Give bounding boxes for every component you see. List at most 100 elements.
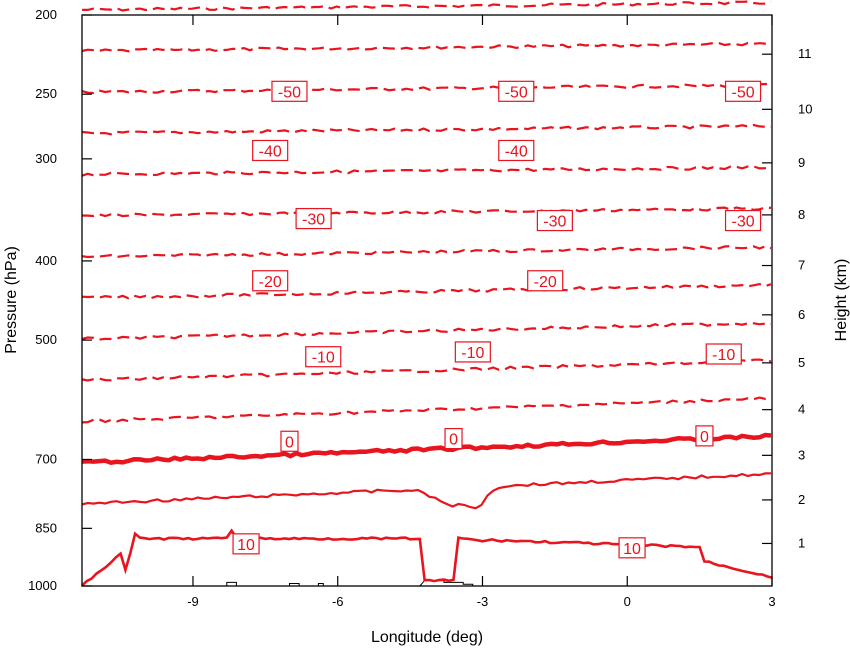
x-tick-label: 3 xyxy=(768,594,775,609)
plot-frame xyxy=(81,14,773,587)
height-tick-label: 6 xyxy=(798,307,805,322)
contour-label-box xyxy=(252,270,289,292)
contour-line xyxy=(81,322,772,341)
contour-label: -40 xyxy=(252,139,289,162)
contour-label-text: -10 xyxy=(461,345,484,362)
contour-line xyxy=(81,82,772,95)
contour-label-text: -30 xyxy=(302,212,325,229)
contour-label-box xyxy=(724,209,762,232)
contour-label-box xyxy=(498,80,535,102)
contour-label-text: 10 xyxy=(237,537,255,554)
contour-label-text: -30 xyxy=(543,214,566,231)
contour-line xyxy=(81,245,772,259)
pressure-tick-label: 200 xyxy=(35,7,57,22)
contour-label: -20 xyxy=(252,270,289,292)
contour-label: 10 xyxy=(618,537,646,559)
pressure-tick-label: 700 xyxy=(35,451,57,466)
contour-label-text: -50 xyxy=(731,84,754,101)
pressure-tick-label: 250 xyxy=(35,86,57,101)
contour-label: -20 xyxy=(527,270,564,292)
pressure-tick-label: 400 xyxy=(35,253,57,268)
contour-label: 0 xyxy=(695,425,714,447)
height-tick-label: 11 xyxy=(798,46,812,61)
contour-label-box xyxy=(271,80,308,102)
contour-labels: -50 -50 -50 -40 -40 -30 -30 -30 -20 -20 -10 -10 -10 0… xyxy=(232,80,762,559)
contour-label-box xyxy=(252,139,289,162)
contour-label: -10 xyxy=(705,343,742,365)
contour-label-text: -20 xyxy=(259,274,282,291)
contour-label-box xyxy=(527,270,564,292)
pressure-tick-label: 500 xyxy=(35,332,57,347)
x-axis: -9 -6 -3 0 3 xyxy=(187,15,776,609)
contour-label: 0 xyxy=(280,430,299,452)
pressure-axis: 200 250 300 400 500 700 850 1000 xyxy=(28,7,92,593)
contour-label-box xyxy=(295,207,332,230)
contour-line xyxy=(81,472,772,510)
contour-label-box xyxy=(618,537,646,559)
x-tick-label: -9 xyxy=(187,594,199,609)
x-tick-label: -6 xyxy=(332,594,344,609)
contour-line xyxy=(81,206,772,218)
contour-label-box xyxy=(305,346,342,368)
contour-label-box xyxy=(232,533,260,555)
right-axis-title: Height (km) xyxy=(833,259,850,342)
contour-label-box xyxy=(705,343,742,365)
contour-label-box xyxy=(280,430,299,452)
contour-label: -50 xyxy=(271,80,308,102)
contour-label: -40 xyxy=(498,139,535,162)
contour-line xyxy=(81,41,772,53)
height-tick-label: 4 xyxy=(798,402,805,417)
pressure-tick-label: 300 xyxy=(35,151,57,166)
contour-label-box xyxy=(536,209,573,232)
height-tick-label: 1 xyxy=(798,535,805,550)
height-tick-label: 2 xyxy=(798,492,805,507)
contour-label-text: -10 xyxy=(312,350,335,367)
contour-label-text: -20 xyxy=(534,274,557,291)
contour-label: -10 xyxy=(305,346,342,368)
contour-label-text: -50 xyxy=(278,84,301,101)
contour-label: -30 xyxy=(295,207,332,230)
height-tick-label: 3 xyxy=(798,447,805,462)
contour-lines xyxy=(81,0,773,587)
contour-label-box xyxy=(695,425,714,447)
contour-label-text: -10 xyxy=(712,347,735,364)
contour-line xyxy=(81,165,771,177)
height-tick-label: 10 xyxy=(798,101,812,116)
y-axis-title: Pressure (hPa) xyxy=(3,246,20,354)
contour-label-text: 0 xyxy=(449,432,458,449)
height-tick-label: 5 xyxy=(798,355,805,370)
contour-label-text: 10 xyxy=(623,541,641,558)
height-tick-label: 9 xyxy=(798,155,805,170)
contour-label-box xyxy=(724,80,762,102)
contour-line xyxy=(81,123,772,136)
contour-label: -30 xyxy=(536,209,573,232)
height-tick-label: 8 xyxy=(798,207,805,222)
contour-line xyxy=(81,396,772,424)
contour-label: -30 xyxy=(724,209,762,232)
contour-label-text: 0 xyxy=(700,429,709,446)
contour-label-text: -30 xyxy=(731,214,754,231)
x-tick-label: 0 xyxy=(624,594,631,609)
x-tick-label: -3 xyxy=(477,594,489,609)
pressure-tick-label: 850 xyxy=(35,520,57,535)
contour-line xyxy=(81,0,772,12)
contour-label-text: -40 xyxy=(259,143,282,160)
x-axis-title: Longitude (deg) xyxy=(371,629,483,646)
height-axis: 1 2 3 4 5 6 7 8 9 10 11 xyxy=(762,46,812,550)
contour-label-text: 0 xyxy=(285,434,294,451)
contour-line xyxy=(81,358,772,382)
contour-label: -50 xyxy=(724,80,762,102)
contour-label-text: -40 xyxy=(505,143,528,160)
contour-label: 10 xyxy=(232,533,260,555)
contour-label: -50 xyxy=(498,80,535,102)
contour-label: -10 xyxy=(454,341,491,363)
contour-label-box xyxy=(444,427,463,450)
contour-label-box xyxy=(454,341,491,363)
contour-line xyxy=(81,282,772,300)
contour-line xyxy=(81,528,773,587)
contour-label-box xyxy=(498,139,535,162)
contour-label-text: -50 xyxy=(505,84,528,101)
contour-line xyxy=(81,432,772,466)
contour-label: 0 xyxy=(444,427,463,450)
